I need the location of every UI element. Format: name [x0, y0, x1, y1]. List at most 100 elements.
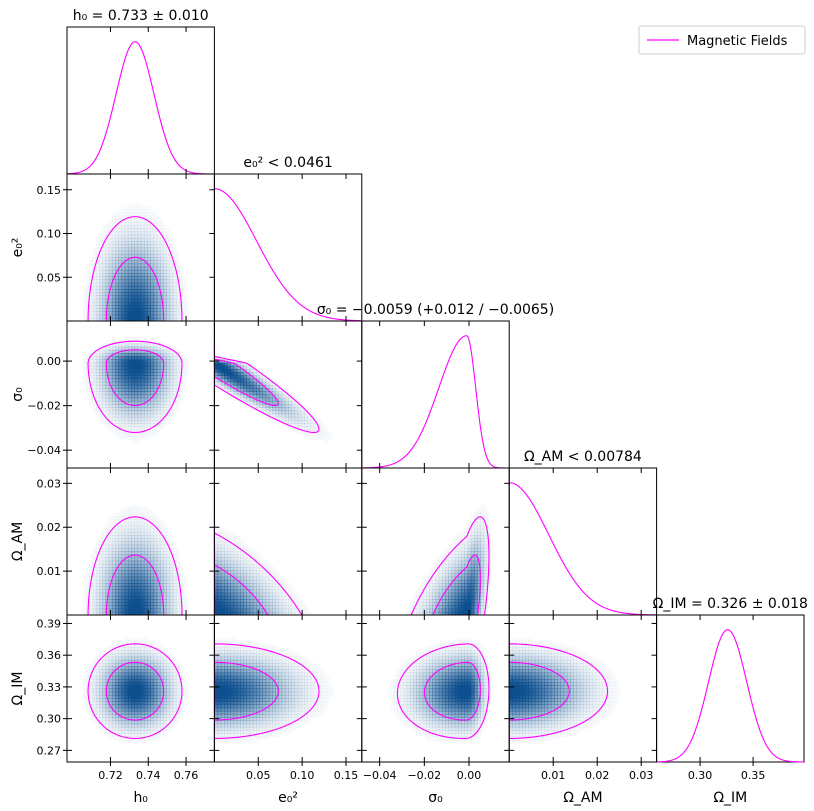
density-cell [166, 388, 171, 392]
density-cell [153, 289, 158, 293]
density-cell [115, 305, 119, 309]
density-cell [105, 378, 110, 383]
density-cell [134, 678, 139, 683]
density-cell [156, 554, 161, 559]
density-cell [169, 570, 174, 575]
density-cell [105, 282, 110, 287]
density-cell [163, 305, 167, 309]
density-cell [115, 352, 119, 357]
density-cell [115, 311, 119, 316]
density-cell [153, 372, 158, 376]
density-cell [147, 301, 151, 306]
density-cell [230, 589, 235, 594]
density-cell [307, 416, 312, 421]
density-cell [156, 250, 161, 255]
density-cell [137, 298, 142, 303]
density-cell [131, 669, 135, 674]
density-cell [105, 710, 110, 715]
density-cell [156, 669, 161, 674]
density-cell [163, 583, 167, 587]
density-cell [163, 605, 167, 610]
density-cell [217, 365, 222, 370]
density-cell [175, 308, 180, 313]
density-cell [89, 589, 94, 594]
density-cell [147, 611, 151, 615]
density-cell [131, 560, 135, 565]
density-cell [118, 547, 123, 552]
density-cell [291, 416, 296, 421]
density-cell [153, 573, 158, 578]
density-cell [243, 726, 248, 731]
density-cell [313, 426, 318, 431]
density-cell [246, 391, 251, 396]
density-cell [140, 362, 145, 367]
density-cell [118, 723, 123, 728]
density-cell [102, 586, 107, 591]
density-cell [131, 420, 135, 424]
density-cell [179, 691, 183, 696]
density-cell [169, 273, 174, 277]
density-cell [131, 544, 135, 549]
density-cell [111, 372, 116, 376]
density-cell [275, 602, 280, 607]
density-cell [111, 407, 116, 412]
density-cell [143, 611, 148, 615]
density-cell [134, 346, 139, 351]
density-cell [262, 378, 267, 383]
density-cell [291, 410, 296, 415]
density-cell [127, 678, 132, 683]
density-cell [118, 231, 123, 236]
density-cell [124, 701, 129, 706]
density-cell [105, 352, 110, 357]
density-cell [278, 413, 283, 418]
density-cell [243, 573, 248, 578]
density-cell [240, 666, 244, 670]
density-cell [99, 352, 103, 357]
density-cell [166, 397, 171, 402]
density-cell [95, 317, 100, 321]
density-cell [159, 551, 164, 555]
density-cell [127, 423, 132, 428]
density-cell [172, 317, 177, 321]
density-cell [108, 573, 113, 578]
density-cell [217, 733, 222, 738]
density-cell [217, 599, 222, 603]
density-cell [143, 234, 148, 239]
density-cell [236, 599, 241, 603]
density-cell [230, 375, 235, 380]
density-cell [281, 413, 286, 418]
density-cell [147, 538, 151, 543]
density-cell [115, 650, 119, 654]
density-cell [147, 273, 151, 277]
density-cell [95, 701, 100, 706]
density-cell [147, 346, 151, 351]
density-cell [156, 279, 161, 284]
density-cell [124, 413, 129, 418]
density-cell [147, 592, 151, 597]
density-cell [166, 547, 171, 552]
density-cell [134, 273, 139, 277]
density-cell [175, 314, 180, 319]
density-cell [108, 714, 113, 718]
density-cell [137, 317, 142, 321]
density-cell [179, 359, 183, 364]
density-cell [108, 359, 113, 364]
density-cell [121, 691, 126, 696]
density-cell [150, 583, 155, 587]
density-cell [115, 260, 119, 265]
density-cell [143, 225, 148, 229]
density-cell [236, 365, 241, 370]
density-cell [124, 678, 129, 683]
density-cell [288, 608, 292, 613]
density-cell [159, 301, 164, 306]
density-cell [147, 730, 151, 734]
density-cell [143, 407, 148, 412]
pair-panel-h0-vs-omegaim-content [86, 643, 183, 741]
density-cell [118, 362, 123, 367]
density-cell [156, 359, 161, 364]
density-cell [140, 563, 145, 568]
density-cell [249, 557, 254, 562]
density-cell [163, 567, 167, 571]
density-cell [150, 519, 155, 523]
density-cell [166, 292, 171, 297]
